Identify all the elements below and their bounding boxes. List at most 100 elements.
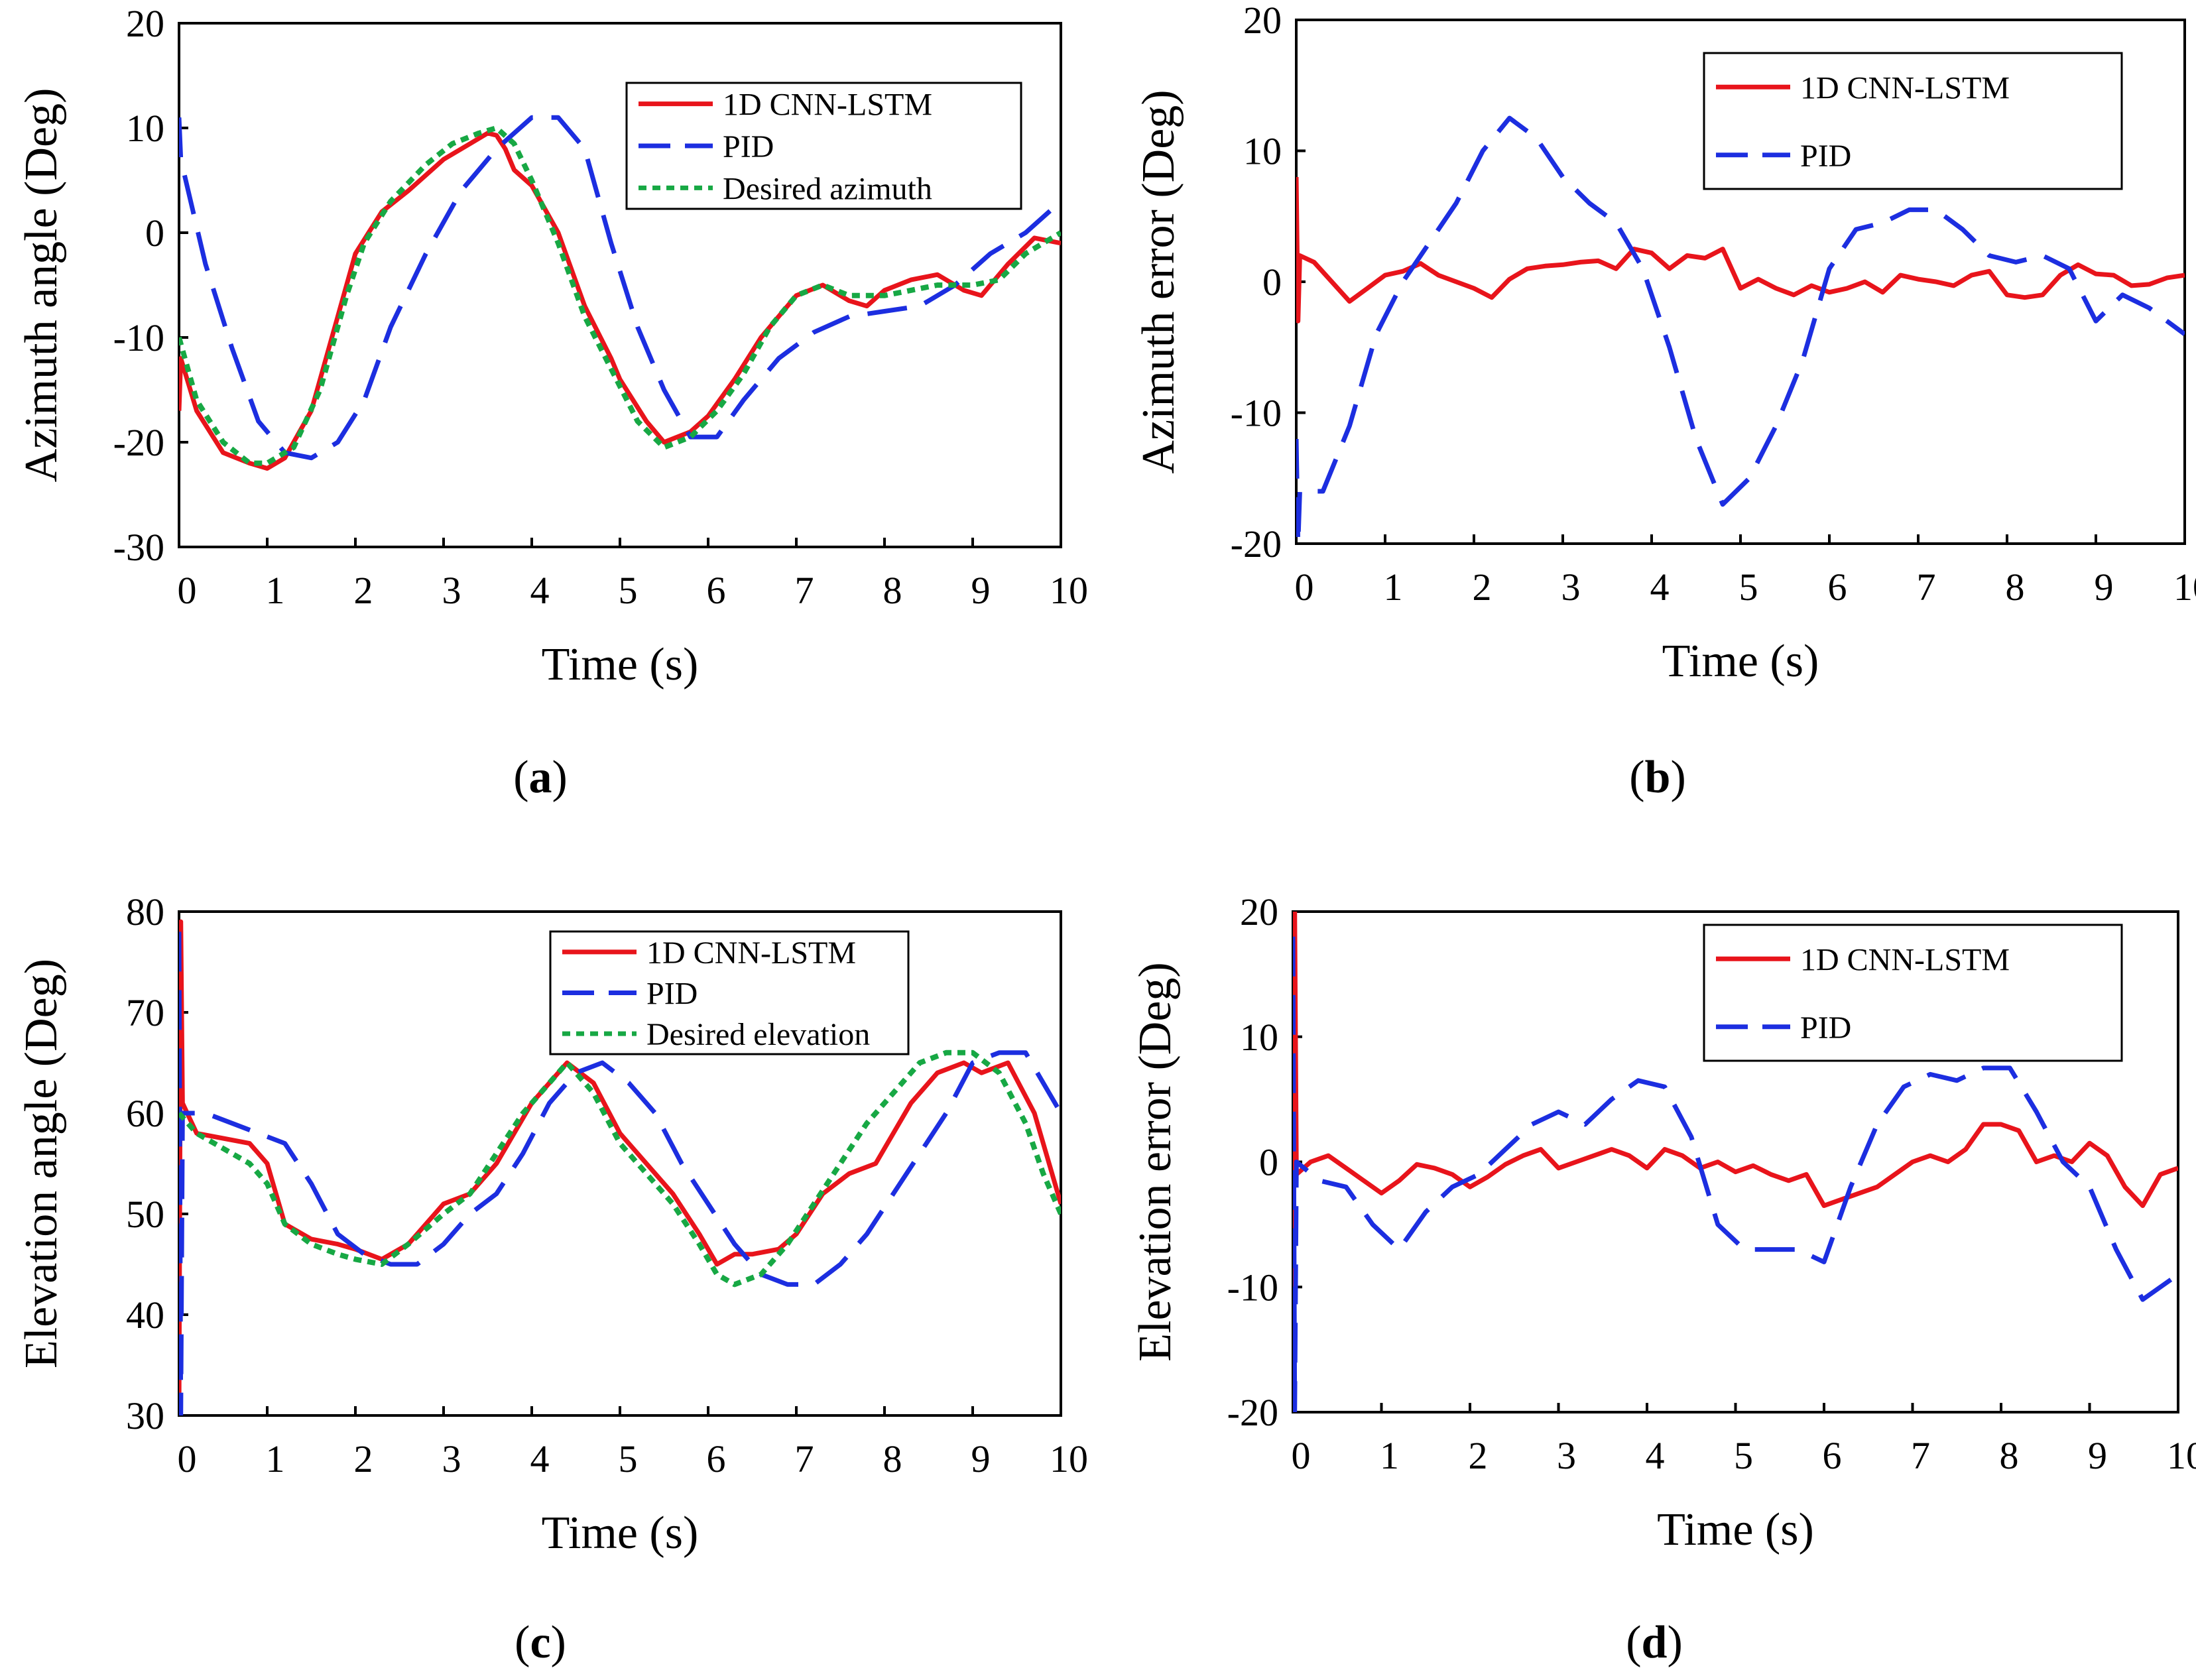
x-tick-label: 10	[2173, 566, 2196, 609]
series-line-desired-azimuth	[179, 125, 1061, 466]
y-axis-label: Azimuth error (Deg)	[1133, 90, 1184, 473]
x-tick-label: 2	[1473, 566, 1492, 609]
y-tick-label: 70	[126, 991, 164, 1034]
y-axis-label: Azimuth angle (Deg)	[16, 88, 67, 483]
x-tick-label: 0	[178, 569, 197, 612]
y-tick-label: 50	[126, 1193, 164, 1236]
series-line-pid	[1293, 936, 2178, 1412]
x-tick-label: 6	[1823, 1434, 1842, 1477]
x-tick-label: 0	[1295, 566, 1314, 609]
x-tick-label: 2	[354, 1437, 373, 1480]
legend-entry: Desired elevation	[646, 1017, 870, 1052]
x-tick-label: 3	[442, 569, 461, 612]
y-tick-label: 0	[145, 211, 164, 255]
legend: 1D CNN-LSTM PID Desired elevation	[549, 930, 910, 1055]
chart-panel-d: 20 10 0 -10 -20 0 1 2 3 4 5 6 7 8 9 10 Time (s) Elevation…	[1130, 890, 2196, 1668]
legend-entry: 1D CNN-LSTM	[646, 935, 856, 971]
x-tick-label: 6	[1828, 566, 1847, 609]
y-tick-label: 0	[1259, 1141, 1278, 1184]
x-tick-label: 8	[2000, 1434, 2019, 1477]
legend-entry: PID	[646, 977, 698, 1012]
x-tick-label: 10	[2167, 1434, 2196, 1477]
x-tick-label: 7	[1917, 566, 1936, 609]
x-tick-label: 5	[1739, 566, 1758, 609]
x-tick-label: 5	[619, 569, 638, 612]
series-line-pid	[1296, 115, 2185, 544]
y-tick-label: 10	[126, 107, 164, 150]
x-axis-label: Time (s)	[542, 639, 699, 690]
legend-entry: 1D CNN-LSTM	[1800, 942, 2010, 977]
x-tick-label: 0	[178, 1437, 197, 1480]
panel-label: (c)	[515, 1617, 566, 1668]
y-tick-label: 30	[126, 1394, 164, 1437]
legend-entry: 1D CNN-LSTM	[723, 88, 932, 123]
panel-label: (d)	[1626, 1617, 1683, 1668]
x-tick-label: 9	[2095, 566, 2114, 609]
x-tick-label: 0	[1292, 1434, 1311, 1477]
y-tick-label: -20	[113, 421, 164, 464]
series-line-pid	[179, 931, 1061, 1415]
x-tick-label: 4	[1646, 1434, 1665, 1477]
legend-box	[1703, 924, 2123, 1062]
y-tick-label: 60	[126, 1092, 164, 1135]
x-tick-label: 8	[2006, 566, 2025, 609]
legend: 1D CNN-LSTM PID Desired azimuth	[625, 82, 1022, 210]
series-line-1d-cnn-lstm	[179, 131, 1061, 471]
x-tick-label: 1	[266, 569, 285, 612]
y-tick-label: -10	[1231, 392, 1282, 435]
y-tick-label: 10	[1240, 1016, 1278, 1059]
x-tick-label: 10	[1050, 1437, 1088, 1480]
x-tick-label: 7	[795, 569, 814, 612]
x-tick-label: 8	[883, 1437, 902, 1480]
x-tick-label: 5	[619, 1437, 638, 1480]
panel-label: (b)	[1629, 752, 1686, 803]
panel-label-letter: b	[1645, 752, 1671, 803]
series-line-1d-cnn-lstm	[1293, 912, 2178, 1412]
x-tick-label: 8	[883, 569, 902, 612]
x-tick-label: 9	[2088, 1434, 2107, 1477]
legend-entry: Desired azimuth	[723, 171, 932, 206]
x-tick-label: 3	[1561, 566, 1581, 609]
y-tick-label: -30	[113, 526, 164, 569]
y-tick-label: 0	[1262, 261, 1282, 304]
series-line-desired-elevation	[179, 1050, 1061, 1288]
x-tick-label: 6	[707, 1437, 726, 1480]
x-axis-label: Time (s)	[542, 1508, 699, 1559]
x-axis-label: Time (s)	[1662, 636, 1819, 687]
x-tick-label: 6	[707, 569, 726, 612]
y-tick-label: 80	[126, 890, 164, 933]
legend-entry: PID	[1800, 1010, 1851, 1046]
legend: 1D CNN-LSTM PID	[1703, 52, 2123, 190]
x-tick-label: 3	[442, 1437, 461, 1480]
x-tick-label: 10	[1050, 569, 1088, 612]
y-tick-label: -20	[1231, 522, 1282, 566]
x-tick-label: 4	[530, 569, 550, 612]
legend: 1D CNN-LSTM PID	[1703, 924, 2123, 1062]
x-axis-label: Time (s)	[1657, 1504, 1814, 1555]
x-tick-label: 7	[1911, 1434, 1930, 1477]
x-tick-label: 5	[1734, 1434, 1753, 1477]
x-tick-label: 4	[530, 1437, 550, 1480]
panel-label: (a)	[513, 752, 568, 803]
x-tick-label: 1	[266, 1437, 285, 1480]
legend-entry: PID	[1800, 139, 1851, 174]
chart-panel-b: 20 10 0 -10 -20 0 1 2 3 4 5 6 7 8 9 10 Time (s) Azimuth e…	[1133, 0, 2196, 803]
y-axis-label: Elevation error (Deg)	[1130, 962, 1181, 1362]
x-tick-label: 7	[795, 1437, 814, 1480]
panel-label-letter: a	[529, 752, 552, 803]
x-tick-label: 4	[1650, 566, 1670, 609]
panel-label-letter: d	[1642, 1617, 1668, 1668]
x-tick-label: 1	[1384, 566, 1403, 609]
x-tick-label: 2	[1469, 1434, 1488, 1477]
series-line-1d-cnn-lstm	[179, 919, 1061, 1415]
legend-entry: 1D CNN-LSTM	[1800, 70, 2010, 105]
y-tick-label: 20	[1243, 0, 1282, 42]
x-tick-label: 9	[971, 569, 991, 612]
y-tick-label: 20	[126, 2, 164, 45]
legend-entry: PID	[723, 129, 774, 164]
x-tick-label: 1	[1380, 1434, 1399, 1477]
y-tick-label: -10	[1227, 1266, 1278, 1309]
y-tick-label: 20	[1240, 890, 1278, 933]
series-line-1d-cnn-lstm	[1296, 176, 2185, 324]
legend-box	[1703, 52, 2123, 190]
